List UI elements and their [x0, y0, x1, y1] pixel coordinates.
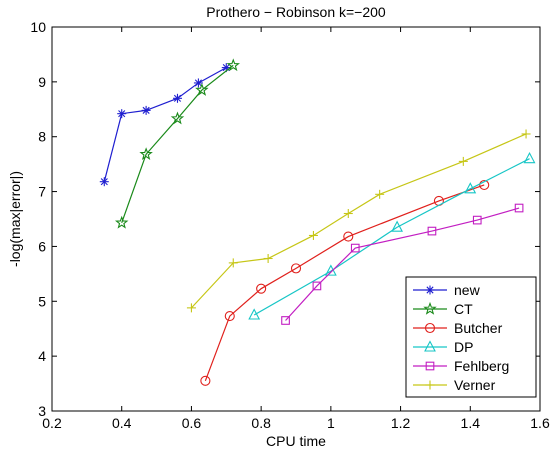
data-point: [427, 226, 437, 236]
legend-label: new: [454, 282, 481, 298]
data-point: [186, 303, 196, 313]
data-point: [521, 129, 531, 139]
data-point: [172, 93, 182, 103]
data-point: [312, 281, 322, 291]
y-tick-label: 6: [38, 238, 46, 254]
y-tick-label: 7: [38, 184, 46, 200]
data-point: [425, 380, 435, 390]
legend: new CT Butcher DP Fehlberg Verner: [405, 276, 537, 398]
legend-label: CT: [454, 301, 473, 317]
y-tick-label: 3: [38, 403, 46, 419]
y-tick-label: 8: [38, 129, 46, 145]
x-tick-label: 1: [327, 415, 335, 431]
data-point: [464, 182, 477, 194]
data-point: [308, 230, 318, 240]
legend-label: DP: [454, 339, 473, 355]
series-line-ct: [121, 64, 234, 224]
series-line-dp: [253, 158, 530, 316]
series-line-butcher: [204, 184, 485, 382]
data-point: [117, 109, 127, 119]
y-tick-label: 9: [38, 74, 46, 90]
data-point: [228, 258, 238, 268]
x-axis-label: CPU time: [266, 433, 326, 449]
x-tick-label: 0.2: [42, 415, 62, 431]
chart-title: Prothero − Robinson k=−200: [206, 4, 386, 20]
y-tick-label: 4: [38, 348, 46, 364]
data-point: [200, 375, 211, 386]
legend-box: [405, 276, 537, 398]
data-point: [195, 83, 209, 96]
data-point: [458, 156, 468, 166]
legend-label: Verner: [454, 377, 496, 393]
legend-label: Fehlberg: [454, 358, 509, 374]
data-point: [226, 58, 240, 72]
y-tick-label: 10: [30, 19, 46, 35]
data-point: [248, 308, 261, 320]
series-line-verner: [190, 133, 527, 309]
data-point: [263, 253, 273, 263]
data-point: [350, 243, 360, 253]
x-tick-label: 1.4: [461, 415, 481, 431]
data-point: [375, 189, 385, 199]
data-point: [523, 151, 536, 164]
data-point: [139, 147, 153, 161]
data-point: [114, 215, 129, 229]
data-point: [343, 209, 353, 219]
data-point: [343, 231, 354, 242]
data-point: [391, 220, 403, 232]
series-line-new: [103, 67, 227, 182]
data-point: [472, 215, 482, 225]
data-point: [141, 105, 151, 115]
data-point: [256, 283, 267, 294]
data-point: [514, 203, 524, 213]
x-tick-label: 1.2: [391, 415, 411, 431]
data-point: [290, 263, 302, 274]
x-tick-label: 0.8: [251, 415, 271, 431]
data-point: [479, 179, 490, 191]
y-tick-label: 5: [38, 293, 46, 309]
data-point: [425, 285, 435, 295]
data-point: [425, 361, 435, 371]
data-point: [193, 78, 203, 88]
legend-label: Butcher: [454, 320, 503, 336]
data-point: [424, 322, 436, 334]
data-point: [99, 177, 109, 187]
data-point: [224, 311, 235, 322]
data-point: [170, 111, 185, 125]
x-tick-label: 0.4: [112, 415, 132, 431]
series-line-fehlberg: [285, 207, 520, 321]
data-point: [423, 301, 437, 315]
data-point: [424, 340, 436, 352]
data-point: [281, 316, 290, 325]
y-axis-label: -log(max|error|): [7, 171, 23, 267]
x-tick-label: 1.6: [530, 415, 550, 431]
x-tick-label: 0.6: [182, 415, 202, 431]
